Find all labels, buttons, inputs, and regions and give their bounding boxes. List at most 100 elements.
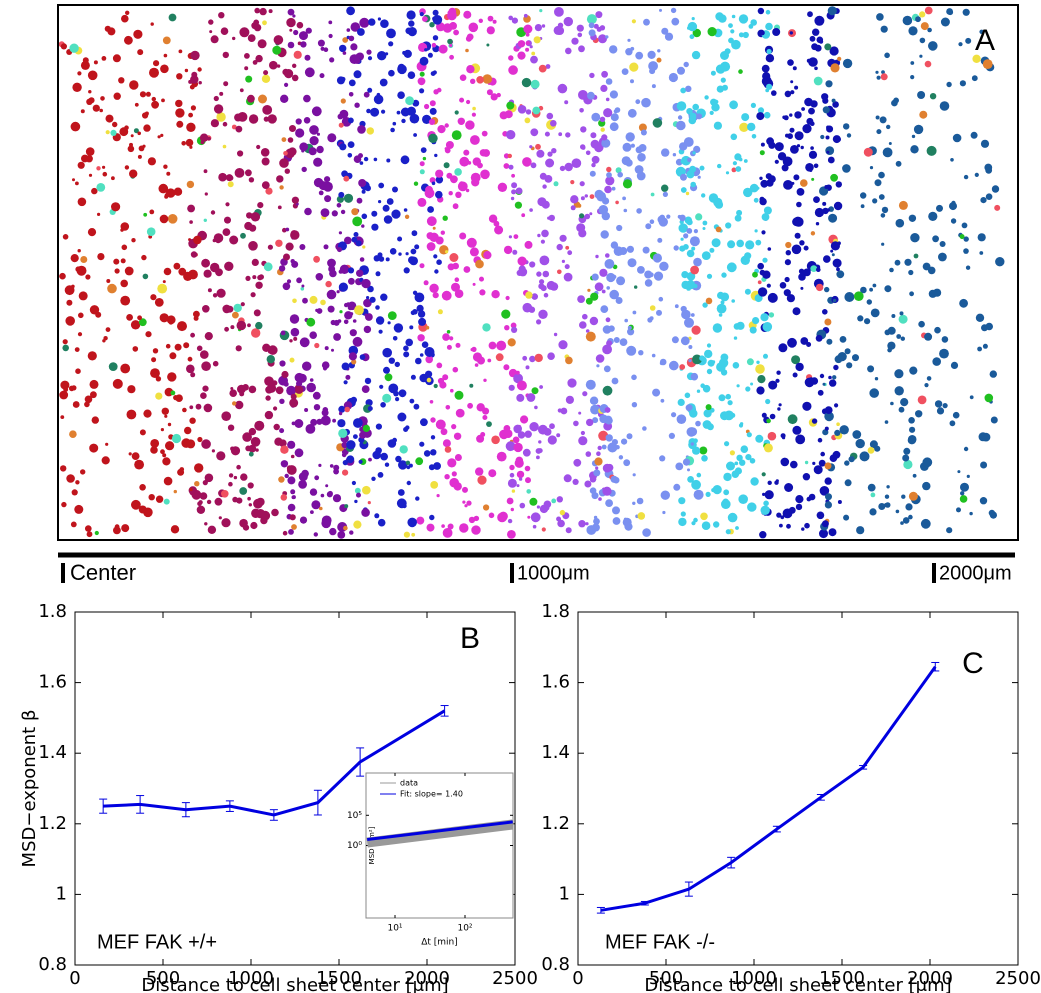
trajectory-blob — [536, 319, 542, 325]
trajectory-blob — [280, 330, 286, 336]
trajectory-blob — [687, 26, 691, 30]
trajectory-blob — [207, 136, 211, 141]
trajectory-blob — [248, 427, 257, 436]
trajectory-blob — [229, 389, 237, 398]
trajectory-blob — [824, 501, 833, 509]
trajectory-blob — [787, 337, 797, 348]
trajectory-blob — [242, 432, 252, 442]
trajectory-blob — [424, 48, 428, 52]
trajectory-blob — [237, 384, 246, 394]
trajectory-blob — [399, 445, 408, 454]
trajectory-blob — [132, 346, 139, 352]
trajectory-blob — [343, 525, 348, 531]
trajectory-blob — [529, 422, 539, 432]
trajectory-blob — [822, 309, 828, 315]
trajectory-blob — [905, 503, 913, 511]
trajectory-blob — [811, 418, 818, 424]
trajectory-blob — [979, 29, 984, 34]
trajectory-blob — [763, 111, 771, 119]
trajectory-blob — [720, 300, 725, 305]
trajectory-blob — [676, 101, 687, 111]
trajectory-blob — [652, 388, 661, 397]
trajectory-blob — [377, 51, 387, 61]
trajectory-blob — [592, 417, 599, 424]
trajectory-blob — [917, 395, 927, 405]
trajectory-blob — [760, 313, 769, 322]
trajectory-blob — [361, 213, 368, 220]
trajectory-blob — [774, 159, 779, 164]
trajectory-blob — [531, 387, 539, 395]
trajectory-blob — [928, 289, 937, 298]
trajectory-blob — [160, 133, 164, 137]
trajectory-blob — [631, 374, 637, 381]
trajectory-blob — [507, 478, 517, 488]
trajectory-blob — [695, 420, 701, 427]
trajectory-blob — [228, 481, 233, 487]
trajectory-blob — [825, 493, 832, 501]
trajectory-blob — [874, 377, 879, 381]
trajectory-blob — [344, 311, 353, 320]
trajectory-blob — [162, 36, 171, 45]
trajectory-blob — [701, 193, 706, 198]
trajectory-blob — [530, 128, 539, 137]
trajectory-blob — [62, 344, 69, 352]
trajectory-blob — [295, 118, 302, 125]
trajectory-blob — [529, 261, 536, 268]
trajectory-blob — [898, 314, 908, 324]
trajectory-blob — [442, 333, 450, 341]
trajectory-blob — [595, 466, 599, 470]
trajectory-blob — [239, 487, 248, 495]
scale-label: 1000μm — [517, 562, 590, 584]
trajectory-blob — [537, 197, 547, 207]
trajectory-blob — [432, 14, 443, 25]
trajectory-blob — [886, 485, 890, 489]
trajectory-blob — [742, 31, 749, 39]
trajectory-blob — [966, 474, 970, 478]
trajectory-blob — [491, 435, 500, 445]
trajectory-blob — [424, 188, 435, 199]
trajectory-blob — [590, 132, 597, 139]
trajectory-blob — [455, 191, 462, 198]
trajectory-blob — [207, 288, 212, 293]
trajectory-blob — [843, 514, 850, 521]
trajectory-blob — [676, 414, 687, 425]
trajectory-blob — [188, 79, 193, 84]
trajectory-blob — [559, 234, 567, 242]
trajectory-blob — [693, 229, 699, 234]
trajectory-blob — [597, 445, 602, 451]
trajectory-blob — [397, 91, 405, 99]
trajectory-blob — [432, 35, 439, 41]
trajectory-blob — [824, 477, 832, 485]
trajectory-blob — [329, 464, 334, 468]
trajectory-blob — [145, 91, 151, 97]
trajectory-blob — [320, 493, 325, 498]
trajectory-blob — [247, 34, 256, 42]
trajectory-blob — [688, 345, 693, 349]
trajectory-blob — [888, 142, 892, 145]
trajectory-blob — [934, 326, 941, 334]
trajectory-blob — [692, 28, 701, 38]
trajectory-blob — [763, 353, 768, 359]
trajectory-blob — [867, 365, 875, 373]
trajectory-blob — [509, 472, 515, 478]
trajectory-blob — [546, 280, 556, 290]
trajectory-blob — [544, 175, 553, 183]
trajectory-blob — [724, 441, 730, 447]
trajectory-blob — [763, 443, 773, 453]
trajectory-blob — [233, 475, 238, 480]
trajectory-blob — [772, 28, 781, 36]
trajectory-blob — [674, 304, 679, 309]
trajectory-blob — [700, 383, 705, 389]
trajectory-blob — [247, 496, 251, 501]
trajectory-blob — [684, 216, 692, 224]
trajectory-blob — [541, 24, 546, 28]
trajectory-blob — [356, 197, 363, 204]
trajectory-blob — [221, 411, 231, 422]
trajectory-blob — [129, 80, 139, 90]
trajectory-blob — [422, 156, 427, 161]
trajectory-blob — [690, 313, 695, 317]
trajectory-blob — [70, 254, 79, 263]
trajectory-blob — [382, 347, 393, 358]
trajectory-blob — [606, 286, 610, 290]
data-line — [103, 709, 446, 817]
